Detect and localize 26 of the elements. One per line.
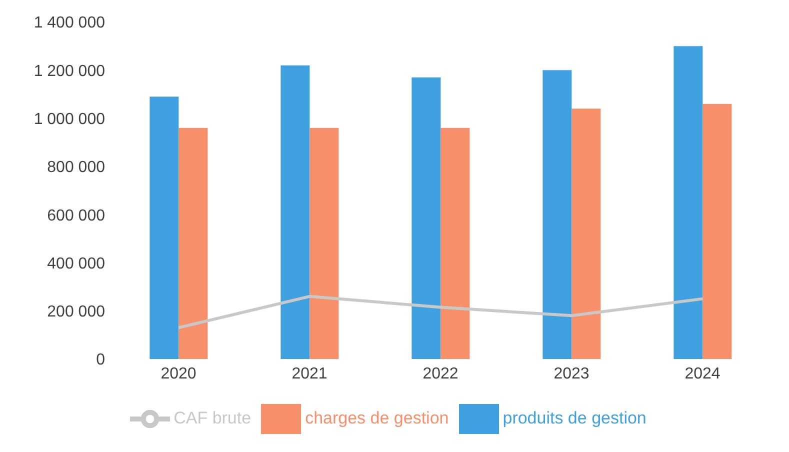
y-tick-label: 0 [96, 352, 106, 369]
x-tick-label: 2024 [684, 365, 720, 382]
legend-label: produits de gestion [502, 408, 646, 428]
bar [542, 70, 572, 359]
x-tick-label: 2021 [292, 365, 328, 382]
bar [280, 65, 310, 359]
y-tick-label: 1 000 000 [34, 110, 106, 128]
y-tick-label: 1 400 000 [34, 14, 106, 32]
bar [150, 96, 179, 359]
bar [310, 128, 339, 359]
bar [572, 108, 601, 359]
y-tick-label: 1 200 000 [34, 62, 106, 80]
bar [440, 128, 470, 359]
bar [674, 46, 703, 359]
x-tick-label: 2023 [554, 365, 590, 382]
y-tick-label: 600 000 [47, 207, 106, 224]
x-tick-label: 2020 [160, 365, 196, 382]
y-tick-label: 800 000 [47, 159, 106, 176]
legend-label: charges de gestion [305, 408, 449, 428]
bar [702, 104, 732, 359]
y-tick-label: 400 000 [47, 255, 106, 272]
bar [178, 128, 208, 359]
y-tick-label: 200 000 [47, 304, 106, 321]
x-tick-label: 2022 [422, 365, 458, 382]
line-series [177, 294, 704, 330]
bar [412, 77, 441, 359]
